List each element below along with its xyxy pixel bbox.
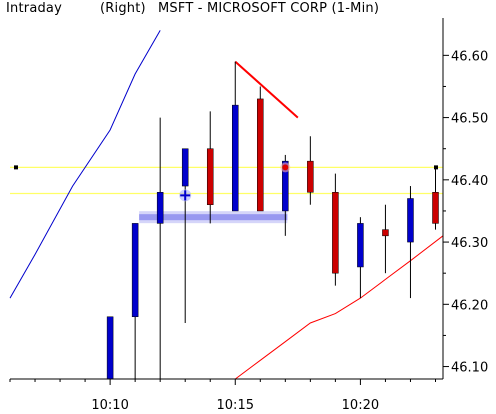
candle-body-10:22 [407,198,414,243]
plot-area [10,18,443,379]
candle-body-10:16 [257,98,264,212]
y-tick-label-2: 46.30 [451,236,488,251]
overlay-curves [9,30,444,380]
candle-body-10:10 [106,316,114,380]
blue-curve [9,30,161,299]
candle-body-10:20 [357,223,364,268]
x-axis-ticks: 10:10 10:15 10:20 [9,379,436,413]
x-tick-label-1: 10:15 [217,398,254,413]
axis-side-label: (Right) [100,1,146,16]
candle-body-10:18 [307,160,314,193]
candle-body-10:19 [332,192,339,274]
chart-type-label: Intraday [6,1,62,16]
symbol-title: MSFT - MICROSOFT CORP (1-Min) [158,1,380,16]
candle-body-10:13 [181,148,189,187]
y-tick-label-5: 46.60 [451,49,488,64]
blue-star-marker [180,190,191,201]
signal-markers [179,162,291,202]
candle-body-10:15 [232,104,239,212]
red-curve [235,235,444,380]
level-marker-right [434,165,438,170]
candle-body-10:21 [382,229,389,237]
candle-body-10:14 [206,148,214,205]
x-tick-label-2: 10:20 [342,398,379,413]
axes [10,18,444,380]
candle-body-10:23 [432,192,439,224]
candle-body-10:17 [282,160,289,212]
candle-body-10:11 [131,223,139,318]
red-dot-marker [282,164,289,171]
candle-body-10:12 [156,192,164,224]
y-tick-label-4: 46.50 [451,112,488,127]
support-band [139,211,288,224]
y-axis-ticks: 46.10 46.20 46.30 46.40 46.50 46.60 [443,49,488,376]
support-band-core [139,214,288,221]
x-tick-label-0: 10:10 [91,398,128,413]
y-tick-label-3: 46.40 [451,174,488,189]
y-tick-label-0: 46.10 [451,361,488,376]
level-marker-left [14,165,18,170]
trend-line [234,60,299,119]
reference-lines [10,165,443,195]
candles [106,61,439,380]
y-tick-label-1: 46.20 [451,298,488,313]
